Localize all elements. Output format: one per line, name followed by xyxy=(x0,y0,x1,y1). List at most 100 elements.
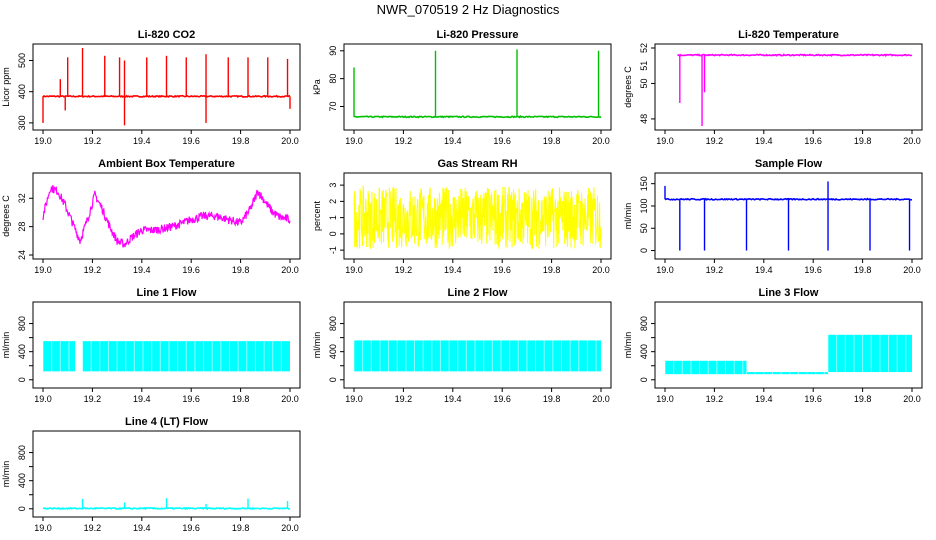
series-sample_flow xyxy=(664,181,913,251)
chart-line4: Line 4 (LT) Flow ml/min 19.0 19.2 19.4 19.6 19… xyxy=(1,416,301,533)
plot-frame xyxy=(32,43,301,131)
chart-ambient: Ambient Box Temperature degrees C 19.0 19.2… xyxy=(1,158,301,275)
chart-title: Line 4 (LT) Flow xyxy=(125,416,208,428)
y-tick-label: 52 xyxy=(639,43,649,53)
y-tick-label: 100 xyxy=(639,198,649,213)
flow-band xyxy=(746,372,829,375)
y-tick-label: 51 xyxy=(639,61,649,71)
x-tick-label: 19.4 xyxy=(755,394,773,404)
y-tick-label: 28 xyxy=(17,222,27,232)
chart-title: Sample Flow xyxy=(755,158,823,170)
y-tick-label: 3 xyxy=(328,183,338,188)
y-axis-label: ml/min xyxy=(312,332,322,359)
y-axis-label: ml/min xyxy=(1,461,11,488)
x-tick-label: 19.4 xyxy=(444,136,462,146)
chart-title: Li-820 Temperature xyxy=(738,29,839,41)
y-tick-label: 500 xyxy=(17,53,27,68)
x-tick-label: 19.2 xyxy=(395,136,413,146)
y-tick-label: 0 xyxy=(328,231,338,236)
series-pressure xyxy=(353,49,602,119)
x-tick-label: 19.0 xyxy=(34,136,52,146)
y-tick-label: 32 xyxy=(17,193,27,203)
x-tick-label: 19.4 xyxy=(133,394,151,404)
chart-pressure: Li-820 Pressure kPa 19.0 19.2 19.4 19.6 19.8 20… xyxy=(312,29,612,146)
x-tick-label: 19.8 xyxy=(543,394,561,404)
y-tick-label: 800 xyxy=(639,316,649,331)
x-tick-label: 19.4 xyxy=(444,394,462,404)
chart-line2: Line 2 Flow ml/min 19.0 19.2 19.4 19.6 19.8 20.… xyxy=(312,287,612,404)
y-tick-label: 800 xyxy=(17,445,27,460)
x-tick-label: 19.6 xyxy=(804,265,822,275)
chart-title: Li-820 Pressure xyxy=(437,29,519,41)
y-axis-label: degrees C xyxy=(1,195,11,237)
x-tick-label: 19.6 xyxy=(182,394,200,404)
y-axis-label: ml/min xyxy=(623,203,633,230)
y-tick-label: 0 xyxy=(17,506,27,511)
y-tick-label: 90 xyxy=(328,46,338,56)
series-line3 xyxy=(664,334,912,375)
y-tick-label: 80 xyxy=(328,74,338,84)
chart-line3: Line 3 Flow ml/min 19.0 19.2 19.4 19.6 19.8 20.… xyxy=(623,287,923,404)
y-tick-label: 50 xyxy=(639,223,649,233)
x-tick-label: 19.6 xyxy=(493,136,511,146)
chart-title: Line 1 Flow xyxy=(137,287,197,299)
y-tick-label: 300 xyxy=(17,115,27,130)
chart-title: Ambient Box Temperature xyxy=(98,158,235,170)
x-tick-label: 19.0 xyxy=(34,523,52,533)
series-line2 xyxy=(353,340,601,372)
x-tick-label: 19.2 xyxy=(706,394,724,404)
y-axis-label: percent xyxy=(312,200,322,231)
x-tick-label: 19.8 xyxy=(854,265,872,275)
x-tick-label: 20.0 xyxy=(592,394,610,404)
x-tick-label: 19.2 xyxy=(706,136,724,146)
x-tick-label: 19.8 xyxy=(232,265,250,275)
series-line1 xyxy=(42,341,291,372)
chart-sample_flow: Sample Flow ml/min 19.0 19.2 19.4 19.6 19.8 20.… xyxy=(623,158,923,275)
x-tick-label: 19.0 xyxy=(656,136,674,146)
y-tick-label: 0 xyxy=(639,248,649,253)
y-axis-label: ml/min xyxy=(623,332,633,359)
x-tick-label: 19.6 xyxy=(182,523,200,533)
y-tick-label: 70 xyxy=(328,101,338,111)
plot-frame xyxy=(654,301,923,389)
series-line xyxy=(42,185,291,248)
x-tick-label: 19.0 xyxy=(34,394,52,404)
x-tick-label: 19.4 xyxy=(755,136,773,146)
x-tick-label: 19.6 xyxy=(493,394,511,404)
y-tick-label: 0 xyxy=(639,377,649,382)
series-line xyxy=(353,114,602,119)
series-co2 xyxy=(42,48,291,126)
plot-frame xyxy=(32,301,301,389)
x-tick-label: 19.2 xyxy=(84,136,102,146)
x-tick-label: 19.0 xyxy=(345,394,363,404)
x-tick-label: 19.8 xyxy=(543,265,561,275)
series-line xyxy=(353,184,602,249)
x-tick-label: 20.0 xyxy=(903,265,921,275)
flow-band xyxy=(665,360,747,375)
y-tick-label: 400 xyxy=(17,473,27,488)
y-tick-label: 2 xyxy=(328,199,338,204)
x-tick-label: 19.6 xyxy=(182,136,200,146)
figure-title: NWR_070519 2 Hz Diagnostics xyxy=(377,2,560,17)
x-tick-label: 19.4 xyxy=(444,265,462,275)
chart-title: Gas Stream RH xyxy=(437,158,517,170)
x-tick-label: 20.0 xyxy=(281,136,299,146)
series-licor_temp xyxy=(677,53,913,126)
chart-rh: Gas Stream RH percent 19.0 19.2 19.4 19.6 19.8… xyxy=(312,158,612,275)
x-tick-label: 19.6 xyxy=(493,265,511,275)
plot-frame xyxy=(654,43,923,131)
x-tick-label: 19.2 xyxy=(84,265,102,275)
x-tick-label: 19.0 xyxy=(345,136,363,146)
x-tick-label: 20.0 xyxy=(281,523,299,533)
x-tick-label: 19.6 xyxy=(182,265,200,275)
x-tick-label: 19.8 xyxy=(232,136,250,146)
y-tick-label: 24 xyxy=(17,250,27,260)
x-tick-label: 19.2 xyxy=(395,265,413,275)
x-tick-label: 19.8 xyxy=(232,523,250,533)
series-rh xyxy=(353,184,602,249)
x-tick-label: 19.0 xyxy=(34,265,52,275)
chart-title: Line 3 Flow xyxy=(759,287,819,299)
x-tick-label: 19.2 xyxy=(395,394,413,404)
chart-licor_temp: Li-820 Temperature degrees C 19.0 19.2 19.4 1… xyxy=(623,29,923,146)
